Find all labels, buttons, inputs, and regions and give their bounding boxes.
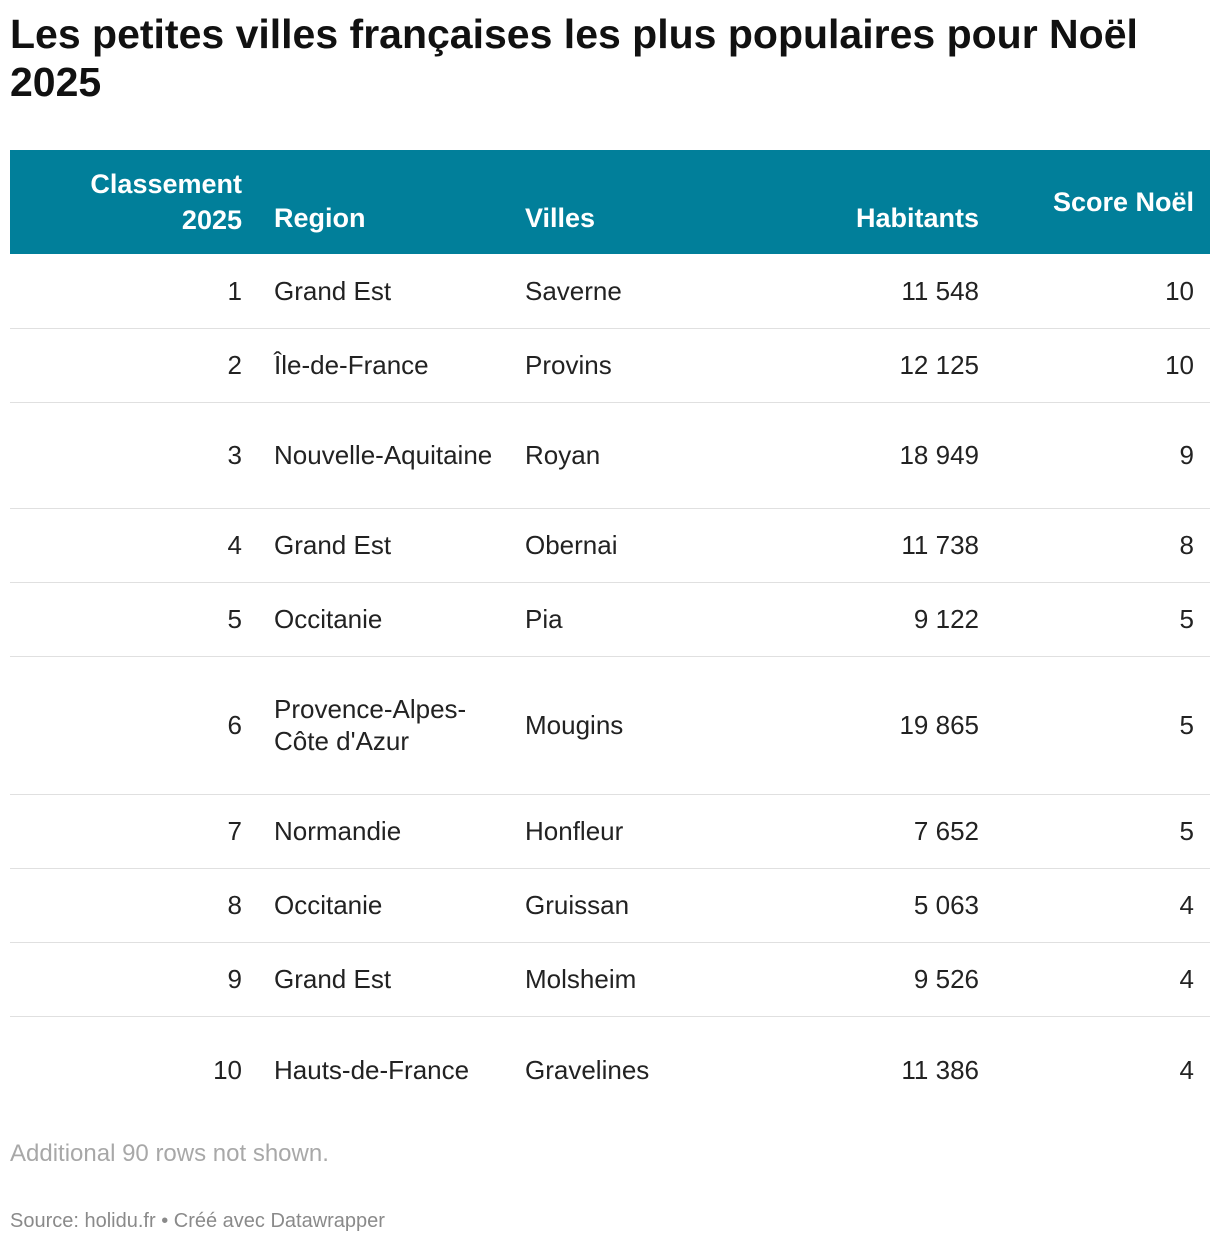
cell-score: 5 — [995, 582, 1210, 657]
cell-population: 11 548 — [745, 254, 995, 329]
cell-region: Hauts-de-France — [274, 1055, 470, 1086]
cell-score: 9 — [995, 402, 1210, 509]
cell-region: Occitanie — [258, 582, 509, 657]
cell-region: Grand Est — [258, 508, 509, 583]
cell-score: 4 — [1179, 1055, 1194, 1086]
table-row: 4 Grand Est Obernai 11 738 8 — [10, 508, 1210, 583]
cell-rank: 10 — [213, 1055, 242, 1086]
cell-population: 11 386 — [901, 1055, 979, 1086]
table-row: 3 Nouvelle-Aquitaine Royan 18 949 9 — [10, 402, 1210, 509]
cell-score: 5 — [995, 794, 1210, 869]
cell-population: 11 738 — [745, 508, 995, 583]
cell-region: Grand Est — [258, 254, 509, 329]
table-row: 6 Provence-Alpes-Côte d'Azur Mougins 19 865… — [10, 656, 1210, 795]
cell-region: Nouvelle-Aquitaine — [258, 402, 509, 509]
cell-rank: 9 — [10, 942, 258, 1017]
cell-rank: 2 — [10, 328, 258, 403]
cell-score: 5 — [995, 656, 1210, 795]
column-header-score[interactable]: Score Noël — [1052, 187, 1194, 217]
cell-city: Provins — [509, 328, 745, 403]
cell-population: 12 125 — [745, 328, 995, 403]
table-row: 2 Île-de-France Provins 12 125 10 — [10, 328, 1210, 403]
data-table: Classement 2025 Region Villes Habitants … — [10, 150, 1210, 1124]
cell-region: Occitanie — [258, 868, 509, 943]
cell-city: Gravelines — [525, 1055, 650, 1086]
cell-population: 18 949 — [745, 402, 995, 509]
cell-city: Saverne — [509, 254, 745, 329]
table-header-row: Classement 2025 Region Villes Habitants … — [10, 150, 1210, 254]
table-body: 1 Grand Est Saverne 11 548 10 2 Île-de-France P… — [10, 254, 1210, 1124]
cell-score: 10 — [995, 254, 1210, 329]
cell-city: Gruissan — [509, 868, 745, 943]
cell-rank: 3 — [10, 402, 258, 509]
cell-city: Molsheim — [509, 942, 745, 1017]
source-note: Source: holidu.fr • Créé avec Datawrappe… — [10, 1210, 385, 1232]
cell-score: 10 — [995, 328, 1210, 403]
cell-population: 9 122 — [745, 582, 995, 657]
cell-rank: 4 — [10, 508, 258, 583]
cell-city: Mougins — [509, 656, 745, 795]
cell-city: Royan — [509, 402, 745, 509]
table-row: 9 Grand Est Molsheim 9 526 4 — [10, 942, 1210, 1017]
chart-title: Les petites villes françaises les plus p… — [10, 11, 1138, 105]
cell-population: 5 063 — [745, 868, 995, 943]
cell-city: Pia — [509, 582, 745, 657]
cell-region: Normandie — [258, 794, 509, 869]
cell-region: Île-de-France — [258, 328, 509, 403]
cell-score: 4 — [995, 868, 1210, 943]
cell-rank: 8 — [10, 868, 258, 943]
table-row: 5 Occitanie Pia 9 122 5 — [10, 582, 1210, 657]
table-row: 1 Grand Est Saverne 11 548 10 — [10, 254, 1210, 329]
cell-rank: 1 — [10, 254, 258, 329]
cell-population: 9 526 — [745, 942, 995, 1017]
cell-rank: 5 — [10, 582, 258, 657]
cell-region: Grand Est — [258, 942, 509, 1017]
table-row: 7 Normandie Honfleur 7 652 5 — [10, 794, 1210, 869]
cell-region: Provence-Alpes-Côte d'Azur — [258, 656, 509, 795]
cell-city: Honfleur — [509, 794, 745, 869]
cell-score: 8 — [995, 508, 1210, 583]
column-header-region[interactable]: Region — [274, 203, 366, 233]
table-row: 8 Occitanie Gruissan 5 063 4 — [10, 868, 1210, 943]
cell-score: 4 — [995, 942, 1210, 1017]
column-header-villes[interactable]: Villes — [525, 203, 596, 233]
column-header-classement[interactable]: Classement 2025 — [90, 169, 242, 235]
cell-rank: 7 — [10, 794, 258, 869]
column-header-habitants[interactable]: Habitants — [855, 203, 979, 233]
rows-not-shown-note: Additional 90 rows not shown. — [10, 1140, 329, 1167]
cell-rank: 6 — [10, 656, 258, 795]
cell-city: Obernai — [509, 508, 745, 583]
cell-population: 7 652 — [745, 794, 995, 869]
table-row: 10 Hauts-de-France Gravelines 11 386 4 — [10, 1016, 1210, 1124]
cell-population: 19 865 — [745, 656, 995, 795]
